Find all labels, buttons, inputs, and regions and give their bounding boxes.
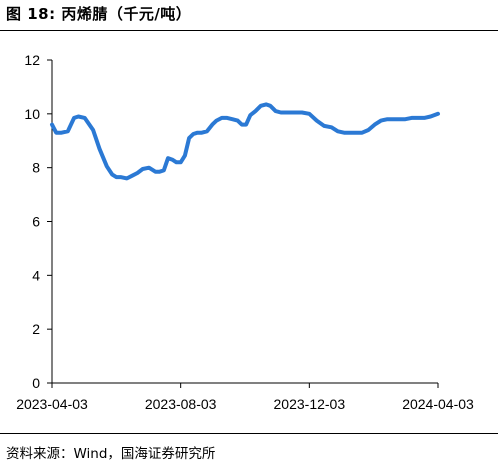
y-tick-label: 10 <box>24 106 40 122</box>
x-tick-label: 2023-12-03 <box>274 396 346 412</box>
x-tick-label: 2024-04-03 <box>402 396 474 412</box>
y-ticks: 0 2 4 6 8 10 12 <box>24 52 52 391</box>
series-line <box>50 102 440 181</box>
chart-title: 图 18: 丙烯腈（千元/吨） <box>6 5 192 23</box>
y-tick-label: 6 <box>32 214 40 230</box>
x-tick-label: 2023-04-03 <box>16 396 88 412</box>
y-tick-label: 4 <box>32 267 40 283</box>
y-tick-label: 8 <box>32 160 40 176</box>
x-tick-label: 2023-08-03 <box>145 396 217 412</box>
top-rule <box>0 30 498 31</box>
y-tick-label: 12 <box>24 52 40 68</box>
y-tick-label: 0 <box>32 375 40 391</box>
source-note: 资料来源：Wind，国海证券研究所 <box>6 446 216 462</box>
bottom-rule <box>0 433 498 434</box>
x-ticks: 2023-04-03 2023-08-03 2023-12-03 2024-04-03 <box>16 383 474 412</box>
y-tick-label: 2 <box>32 321 40 337</box>
